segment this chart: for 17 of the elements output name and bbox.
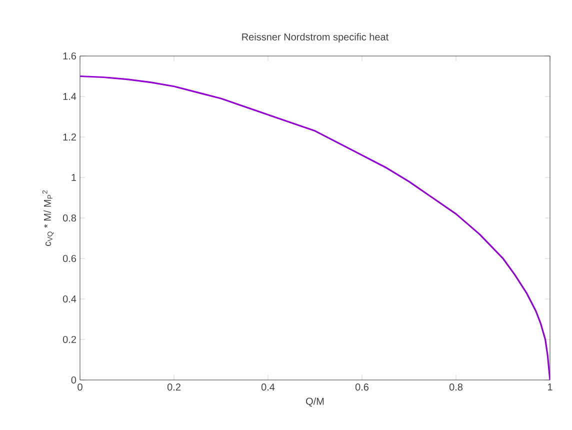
y-tick-label: 0.6 [62, 254, 76, 262]
y-tick-label: 0.4 [62, 295, 76, 303]
y-tick-label: 0 [71, 376, 76, 384]
y-tick-label: 0.8 [62, 214, 76, 222]
y-tick-label: 1 [72, 174, 76, 181]
y-tick-label: 1.4 [63, 93, 76, 100]
x-tick-label: 0.4 [261, 384, 275, 391]
x-tick-label: 0.6 [355, 384, 369, 391]
y-tick-label: 0.2 [62, 336, 76, 344]
x-tick-label: 0.8 [449, 384, 463, 391]
x-tick-label: 0.2 [167, 384, 180, 391]
y-tick-label: 1.2 [63, 134, 76, 140]
y-tick-label: 1.6 [63, 52, 76, 60]
x-tick-label: 1 [548, 384, 552, 390]
chart-title: Reissner Nordstrom specific heat [242, 33, 389, 42]
x-tick-label: 0 [78, 384, 82, 391]
x-axis-title: Q/M [306, 397, 324, 407]
